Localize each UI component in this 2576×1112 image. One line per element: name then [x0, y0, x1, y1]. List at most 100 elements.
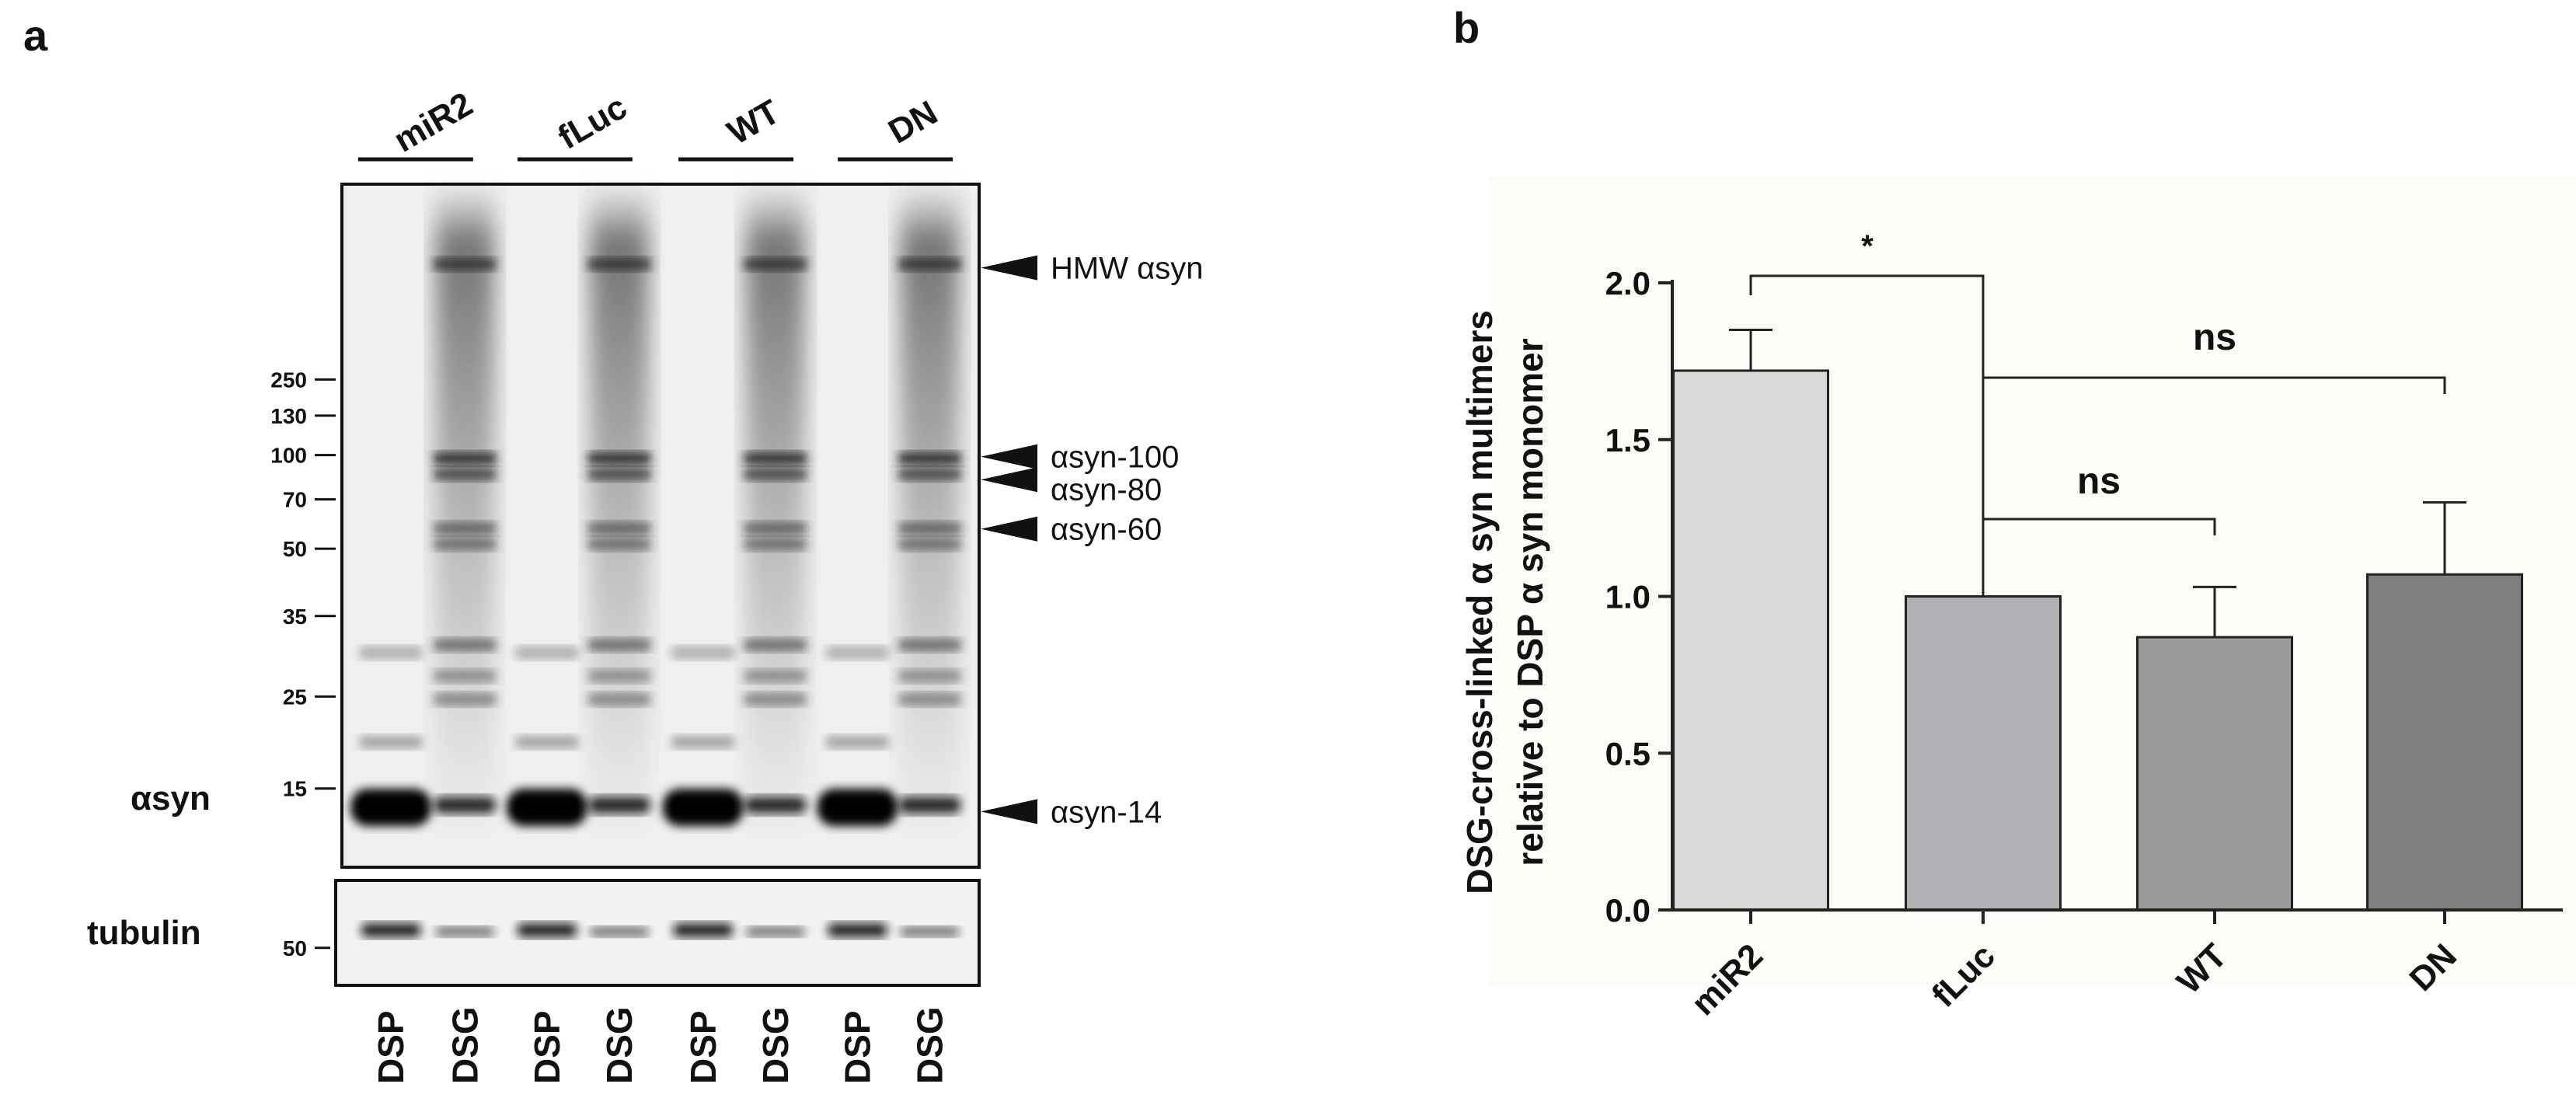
band: [744, 468, 807, 480]
tubulin-band: [589, 927, 649, 936]
mw-label: 250: [270, 368, 307, 392]
band: [744, 258, 807, 270]
band-label: αsyn-14: [1051, 795, 1162, 829]
band: [515, 736, 578, 748]
band: [434, 452, 497, 465]
blot-frame: [340, 183, 981, 869]
band: [744, 452, 807, 465]
lane-label: DSG: [599, 1006, 640, 1084]
band-label: αsyn-100: [1051, 441, 1179, 475]
bar: [2136, 636, 2293, 912]
band: [515, 647, 578, 659]
band: [587, 258, 650, 270]
mw-label: 100: [270, 444, 307, 468]
tubulin-band: [745, 927, 805, 936]
band-label: αsyn-60: [1051, 513, 1162, 547]
lane-label: DSP: [683, 1010, 723, 1084]
significance-bracket: [1983, 518, 2216, 535]
band: [898, 258, 961, 270]
smear: [900, 190, 960, 828]
band: [587, 522, 650, 535]
band: [826, 736, 889, 748]
annotation: ns: [2077, 461, 2121, 502]
mw-label: 50: [283, 936, 307, 960]
arrowhead: [981, 444, 1037, 469]
monomer-band: [898, 797, 961, 814]
tubulin-band: [361, 923, 421, 937]
y-axis-label: DSG-cross-linked α syn multimers: [1459, 310, 1500, 894]
band: [434, 670, 497, 682]
mw-label: 35: [283, 605, 307, 629]
band: [360, 647, 423, 659]
band: [587, 693, 650, 706]
band: [360, 736, 423, 748]
tubulin-band: [435, 927, 495, 936]
lane-label: DSP: [838, 1010, 878, 1084]
lane-label: DSG: [755, 1006, 796, 1084]
band: [898, 452, 961, 465]
smear: [745, 190, 805, 828]
tubulin-band: [900, 927, 960, 936]
monomer-band: [587, 797, 650, 814]
arrowhead: [981, 255, 1037, 281]
band-label: αsyn-80: [1051, 472, 1162, 507]
y-axis-label: relative to DSP α syn monomer: [1510, 338, 1550, 866]
mw-label: 25: [283, 685, 307, 709]
mw-label: 50: [283, 537, 307, 561]
group-label: miR2: [388, 85, 479, 159]
band: [434, 693, 497, 706]
y-tick-label: 2.0: [1605, 265, 1651, 302]
mw-label: 130: [270, 404, 307, 428]
band: [898, 538, 961, 550]
panel-label: b: [1453, 3, 1480, 52]
loading-label: tubulin: [87, 914, 201, 952]
lane-label: DSG: [910, 1006, 950, 1084]
band: [671, 736, 734, 748]
band: [744, 639, 807, 651]
y-tick-label: 1.5: [1605, 422, 1651, 458]
significance-bracket: [1749, 274, 1985, 597]
arrowhead: [981, 799, 1037, 824]
tubulin-band: [517, 923, 577, 937]
bar: [2366, 573, 2523, 912]
band: [587, 670, 650, 682]
band: [744, 670, 807, 682]
loading-frame: [334, 879, 981, 987]
lane-label: DSP: [527, 1010, 567, 1084]
band: [744, 693, 807, 706]
band: [587, 452, 650, 465]
band: [434, 639, 497, 651]
band: [434, 522, 497, 535]
band: [587, 639, 650, 651]
band-label: HMW αsyn: [1051, 252, 1203, 286]
band: [587, 538, 650, 550]
monomer-band: [506, 789, 587, 826]
band: [744, 522, 807, 535]
band: [898, 522, 961, 535]
band: [898, 639, 961, 651]
group-label: DN: [882, 93, 944, 151]
lane-label: DSG: [444, 1006, 485, 1084]
smear: [589, 190, 649, 828]
tubulin-band: [828, 923, 887, 937]
monomer-band: [662, 789, 744, 826]
y-tick-label: 0.0: [1605, 892, 1651, 929]
bar: [1672, 369, 1829, 912]
monomer-band: [817, 789, 898, 826]
annotation: ns: [2193, 317, 2236, 358]
band: [434, 538, 497, 550]
panel-label: a: [23, 11, 48, 60]
monomer-band: [350, 789, 432, 826]
band: [744, 538, 807, 550]
mw-label: 70: [283, 488, 307, 512]
tubulin-band: [673, 923, 733, 937]
y-tick-label: 0.5: [1605, 735, 1651, 772]
monomer-band: [744, 797, 807, 814]
bar: [1905, 595, 2062, 912]
smear: [435, 190, 495, 828]
band: [671, 647, 734, 659]
band: [826, 647, 889, 659]
lane-label: DSP: [371, 1010, 411, 1084]
